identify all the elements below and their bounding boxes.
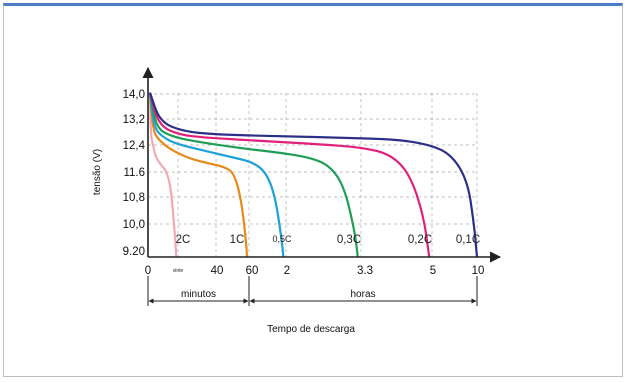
chart-frame <box>3 3 623 377</box>
range-label: minutos <box>181 289 216 300</box>
range-label: horas <box>350 289 375 300</box>
series-line-4 <box>148 92 431 258</box>
y-tick-label: 10,8 <box>123 192 145 204</box>
series-label: 2C <box>176 234 191 246</box>
x-tick-label: 40 <box>211 265 224 277</box>
y-tick-label: 13,2 <box>123 114 145 126</box>
y-tick-label: 10,0 <box>123 219 145 231</box>
series-line-5 <box>148 92 479 258</box>
series-label: 0,5C <box>272 234 292 244</box>
y-tick-label: 11.6 <box>123 167 145 179</box>
series-line-0 <box>148 92 178 258</box>
series-lines <box>148 92 479 258</box>
x-tick-label: 0 <box>145 265 151 277</box>
x-tick-label: 60 <box>246 265 259 277</box>
x-tick-label: 3.3 <box>357 265 373 277</box>
series-line-2 <box>148 92 285 258</box>
rate-labels: 2C 1C 0,5C 0,3C 0,2C 0,1C <box>176 234 481 246</box>
x-tick-label: 2 <box>284 265 290 277</box>
series-label: 0,3C <box>337 234 361 246</box>
series-label: 1C <box>230 234 245 246</box>
x-axis-label: Tempo de descarga <box>267 324 355 335</box>
range-brackets: minutos horas <box>147 276 478 306</box>
tick-labels: 14,0 13,2 12,4 11.6 10,8 10,0 9.200 vinte 40 60 2 3… <box>123 89 485 277</box>
y-axis-label: tensão (V) <box>92 149 103 195</box>
grid <box>148 93 478 257</box>
y-tick-label: 12,4 <box>123 140 146 152</box>
axes <box>142 66 502 263</box>
series-line-3 <box>148 92 359 258</box>
series-label: 0,2C <box>408 234 432 246</box>
x-tick-label: 10 <box>472 265 485 277</box>
x-tick-label: vinte <box>173 268 184 274</box>
series-label: 0,1C <box>456 234 480 246</box>
series-line-1 <box>148 92 249 258</box>
y-tick-label: 14,0 <box>123 89 145 101</box>
y-tick-label: 9.20 <box>123 246 145 258</box>
x-tick-label: 5 <box>430 265 436 277</box>
